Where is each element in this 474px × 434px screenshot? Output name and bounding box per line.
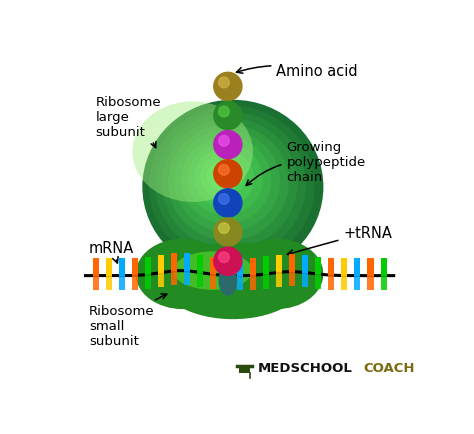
Bar [367, 259, 374, 276]
Ellipse shape [132, 102, 253, 202]
Bar [355, 276, 360, 290]
Circle shape [214, 218, 242, 247]
Bar [381, 276, 387, 290]
Bar [328, 258, 334, 276]
Text: COACH: COACH [364, 362, 415, 375]
Bar [355, 259, 360, 276]
Bar [263, 257, 269, 274]
Ellipse shape [219, 266, 237, 296]
Bar [106, 259, 112, 276]
Bar [158, 273, 164, 287]
Circle shape [219, 165, 229, 176]
Bar [367, 276, 374, 290]
Bar [132, 258, 138, 276]
Bar [341, 276, 347, 290]
Text: mRNA: mRNA [89, 240, 134, 263]
Ellipse shape [162, 119, 297, 249]
Bar [250, 276, 255, 290]
Bar [171, 254, 177, 271]
Bar [276, 255, 282, 273]
Bar [223, 258, 229, 276]
Bar [381, 259, 387, 276]
Bar [328, 276, 334, 290]
Bar [289, 255, 295, 272]
Bar [315, 257, 321, 274]
Circle shape [219, 78, 229, 89]
Bar [302, 273, 308, 287]
Ellipse shape [187, 143, 263, 216]
Circle shape [214, 102, 242, 130]
Bar [184, 271, 190, 286]
Bar [237, 276, 243, 290]
Ellipse shape [174, 131, 280, 233]
Bar [315, 274, 321, 289]
Bar [118, 259, 125, 276]
Ellipse shape [207, 162, 237, 191]
Ellipse shape [161, 243, 305, 319]
Bar [341, 259, 347, 276]
Bar [289, 272, 295, 286]
Bar [171, 271, 177, 286]
Bar [145, 257, 151, 275]
Bar [92, 259, 99, 276]
Bar [118, 276, 125, 290]
Ellipse shape [181, 137, 272, 224]
Ellipse shape [168, 125, 289, 241]
Ellipse shape [136, 239, 229, 309]
Ellipse shape [229, 239, 323, 309]
Bar [92, 276, 99, 290]
Text: Ribosome
small
subunit: Ribosome small subunit [89, 294, 167, 347]
Circle shape [219, 194, 229, 205]
Bar [184, 254, 190, 271]
Circle shape [214, 189, 242, 217]
Circle shape [214, 160, 242, 188]
Bar [276, 273, 282, 287]
Ellipse shape [173, 252, 252, 290]
Circle shape [214, 247, 242, 276]
FancyBboxPatch shape [239, 365, 250, 374]
Ellipse shape [194, 150, 254, 207]
Ellipse shape [155, 113, 306, 258]
Circle shape [219, 136, 229, 147]
Bar [158, 256, 164, 273]
Ellipse shape [142, 101, 323, 274]
Circle shape [214, 73, 242, 101]
Bar [197, 273, 203, 287]
Bar [263, 274, 269, 289]
Bar [223, 276, 229, 290]
Circle shape [219, 223, 229, 234]
Ellipse shape [213, 168, 228, 182]
Bar [145, 275, 151, 289]
Text: MEDSCHOOL: MEDSCHOOL [258, 362, 353, 375]
Ellipse shape [149, 107, 315, 266]
Bar [237, 259, 243, 276]
Bar [106, 276, 112, 290]
Circle shape [219, 252, 229, 263]
Bar [210, 257, 217, 275]
Circle shape [214, 131, 242, 159]
Bar [302, 256, 308, 273]
Bar [197, 256, 203, 273]
Text: Ribosome
large
subunit: Ribosome large subunit [96, 95, 161, 148]
Ellipse shape [200, 156, 246, 199]
Circle shape [219, 107, 229, 118]
Text: +tRNA: +tRNA [287, 225, 392, 256]
Text: Amino acid: Amino acid [237, 64, 358, 79]
Bar [250, 258, 255, 276]
Bar [210, 275, 217, 289]
Bar [132, 276, 138, 290]
Text: Growing
polypeptide
chain: Growing polypeptide chain [246, 141, 366, 186]
